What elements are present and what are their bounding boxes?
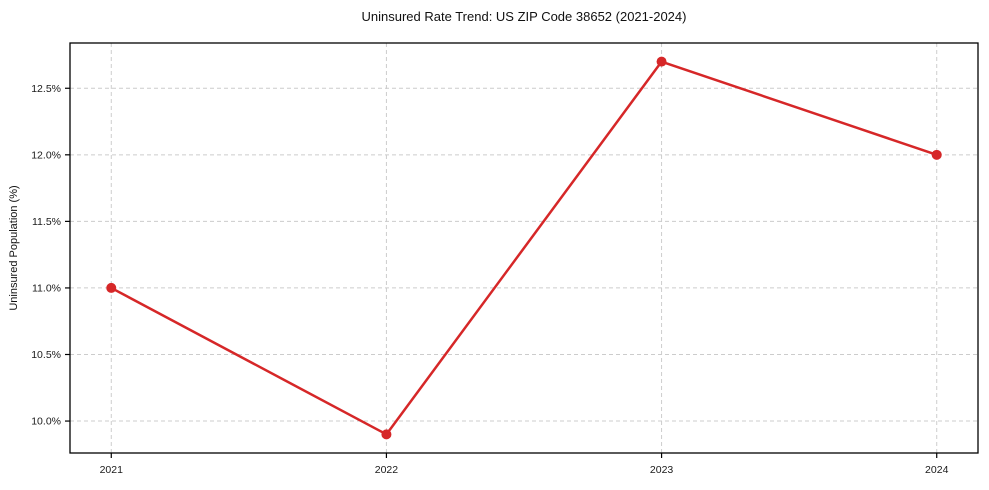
y-tick-label: 12.5% xyxy=(31,83,61,95)
x-tick-label: 2022 xyxy=(375,464,399,476)
plot-frame xyxy=(69,42,979,454)
chart-title: Uninsured Rate Trend: US ZIP Code 38652 … xyxy=(361,9,687,24)
y-axis-label: Uninsured Population (%) xyxy=(8,185,20,311)
x-tick-label: 2023 xyxy=(650,464,674,476)
y-tick-label: 10.5% xyxy=(31,349,61,361)
y-tick-label: 10.0% xyxy=(31,416,61,428)
data-point-marker xyxy=(931,149,942,160)
data-point-marker xyxy=(381,429,392,440)
trend-line xyxy=(110,60,938,436)
x-tick-label: 2021 xyxy=(100,464,124,476)
y-tick-label: 12.0% xyxy=(31,149,61,161)
x-tick-label: 2024 xyxy=(925,464,949,476)
y-tick-label: 11.0% xyxy=(32,282,61,294)
y-tick-label: 11.5% xyxy=(32,216,61,228)
data-point-marker xyxy=(656,56,667,67)
data-point-marker xyxy=(106,282,117,293)
